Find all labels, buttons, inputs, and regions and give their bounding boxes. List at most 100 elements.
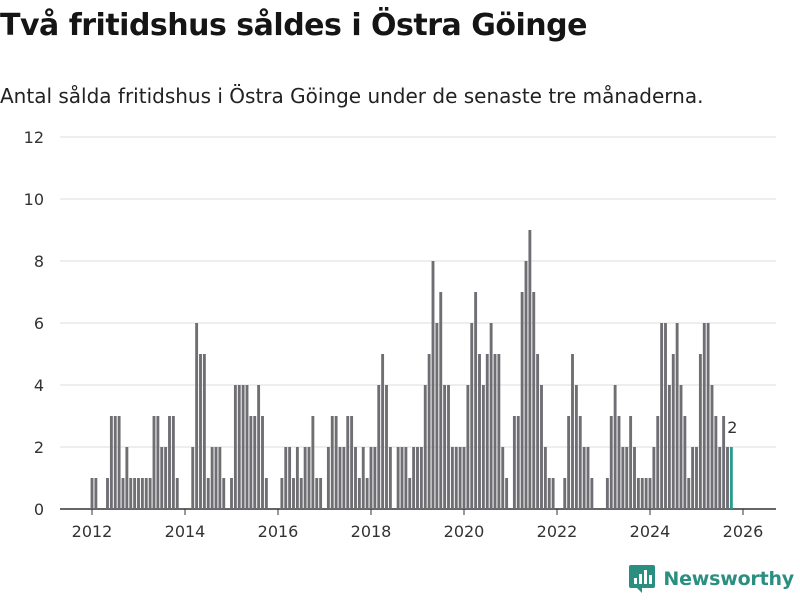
bar bbox=[419, 447, 423, 509]
bar bbox=[237, 385, 241, 509]
bar bbox=[625, 447, 629, 509]
bar bbox=[536, 354, 540, 509]
y-tick-label: 12 bbox=[24, 128, 44, 147]
bar bbox=[377, 385, 381, 509]
bar bbox=[722, 416, 726, 509]
bar bbox=[164, 447, 168, 509]
brand-logo: Newsworthy bbox=[629, 564, 794, 594]
bar bbox=[520, 292, 524, 509]
bar bbox=[400, 447, 404, 509]
bar bbox=[326, 447, 330, 509]
bar bbox=[330, 416, 334, 509]
bar bbox=[481, 385, 485, 509]
bar bbox=[311, 416, 315, 509]
y-tick-label: 2 bbox=[34, 438, 44, 457]
bar bbox=[245, 385, 249, 509]
bar bbox=[94, 478, 98, 509]
bar bbox=[683, 416, 687, 509]
bar bbox=[175, 478, 179, 509]
bar bbox=[214, 447, 218, 509]
bar bbox=[636, 478, 640, 509]
bar bbox=[621, 447, 625, 509]
bar bbox=[485, 354, 489, 509]
bar bbox=[702, 323, 706, 509]
bar bbox=[202, 354, 206, 509]
bar bbox=[365, 478, 369, 509]
bar bbox=[369, 447, 373, 509]
bar bbox=[361, 447, 365, 509]
bar bbox=[675, 323, 679, 509]
bar bbox=[447, 385, 450, 509]
bar bbox=[264, 478, 268, 509]
bar bbox=[543, 447, 547, 509]
bar bbox=[350, 416, 354, 509]
bar bbox=[416, 447, 419, 509]
bar bbox=[462, 447, 466, 509]
bar bbox=[532, 292, 536, 509]
bar bbox=[664, 323, 667, 509]
bar bbox=[357, 478, 361, 509]
bar bbox=[524, 261, 528, 509]
bar bbox=[489, 323, 493, 509]
bar bbox=[706, 323, 710, 509]
bar bbox=[617, 416, 621, 509]
bar bbox=[540, 385, 543, 509]
bar bbox=[218, 447, 222, 509]
bar bbox=[691, 447, 695, 509]
bar bbox=[574, 385, 578, 509]
bar bbox=[652, 447, 656, 509]
bar bbox=[160, 447, 164, 509]
bar bbox=[292, 478, 295, 509]
bar bbox=[640, 478, 644, 509]
bar bbox=[563, 478, 567, 509]
bar bbox=[567, 416, 571, 509]
bar-chart: 2 0 2 4 6 8 10 12 2012 2014 2016 2018 2020 2022 2024… bbox=[24, 128, 776, 541]
bar bbox=[512, 416, 516, 509]
chart-subtitle: Antal sålda fritidshus i Östra Göinge un… bbox=[0, 84, 704, 108]
bar bbox=[505, 478, 509, 509]
y-tick-label: 0 bbox=[34, 500, 44, 519]
bar bbox=[338, 447, 342, 509]
bar bbox=[191, 447, 195, 509]
bar bbox=[303, 447, 307, 509]
bar bbox=[648, 478, 652, 509]
bar bbox=[233, 385, 237, 509]
bar bbox=[656, 416, 660, 509]
bar bbox=[551, 478, 555, 509]
y-tick-label: 10 bbox=[24, 190, 44, 209]
x-tick-label: 2016 bbox=[258, 522, 299, 541]
bar bbox=[171, 416, 175, 509]
bar bbox=[443, 385, 447, 509]
bar bbox=[388, 447, 392, 509]
bar-series: 2 bbox=[90, 230, 737, 509]
bar bbox=[493, 354, 497, 509]
bar bbox=[679, 385, 683, 509]
x-tick-label: 2012 bbox=[72, 522, 113, 541]
bar bbox=[431, 261, 435, 509]
bar bbox=[644, 478, 648, 509]
bar bbox=[249, 416, 253, 509]
y-tick-label: 6 bbox=[34, 314, 44, 333]
bar bbox=[427, 354, 431, 509]
x-tick-label: 2022 bbox=[537, 522, 578, 541]
bar bbox=[613, 385, 617, 509]
bar bbox=[129, 478, 133, 509]
bar bbox=[257, 385, 261, 509]
bar bbox=[474, 292, 478, 509]
bar bbox=[466, 385, 470, 509]
bar bbox=[117, 416, 121, 509]
bar bbox=[295, 447, 299, 509]
bar bbox=[478, 354, 481, 509]
bar bbox=[210, 447, 214, 509]
bar bbox=[381, 354, 385, 509]
bar bbox=[106, 478, 109, 509]
bar bbox=[168, 416, 171, 509]
bar bbox=[156, 416, 160, 509]
x-tick-label: 2018 bbox=[351, 522, 392, 541]
bar bbox=[660, 323, 664, 509]
bar bbox=[671, 354, 675, 509]
bar bbox=[307, 447, 311, 509]
bar bbox=[458, 447, 462, 509]
x-tick-label: 2020 bbox=[444, 522, 485, 541]
bar bbox=[133, 478, 137, 509]
